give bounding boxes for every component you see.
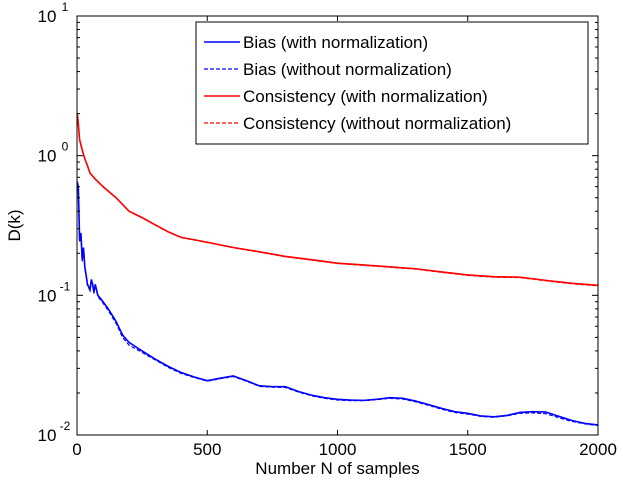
legend: Bias (with normalization) Bias (without n…	[195, 21, 589, 145]
legend-label-3: Consistency (without normalization)	[243, 114, 511, 133]
plot-area	[77, 113, 598, 427]
y-tick-exponent: 0	[62, 140, 69, 154]
series-line-1	[77, 183, 598, 427]
x-tick-label: 0	[72, 440, 81, 459]
x-tick-label: 500	[193, 440, 221, 459]
x-tick-label: 2000	[579, 440, 617, 459]
x-axis-label: Number N of samples	[255, 459, 419, 478]
series-layer	[77, 113, 598, 427]
y-tick-label: 10 0	[38, 140, 69, 166]
label-layer: Number N of samples D(k)	[5, 209, 420, 478]
y-tick-base: 10	[38, 147, 57, 166]
y-tick-exponent: -1	[60, 279, 71, 293]
y-tick-label: 10 -1	[38, 279, 71, 305]
x-tick-label: 1500	[449, 440, 487, 459]
y-tick-label: 10 -2	[38, 419, 71, 445]
series-line-3	[77, 114, 598, 287]
legend-label-0: Bias (with normalization)	[243, 33, 428, 52]
legend-label-1: Bias (without normalization)	[243, 60, 452, 79]
y-tick-exponent: -2	[60, 419, 71, 433]
y-tick-base: 10	[38, 286, 57, 305]
y-tick-base: 10	[38, 7, 57, 26]
legend-box	[195, 21, 589, 145]
y-tick-base: 10	[38, 426, 57, 445]
y-tick-exponent: 1	[62, 0, 69, 14]
legend-label-2: Consistency (with normalization)	[243, 87, 488, 106]
y-tick-label: 10 1	[38, 0, 69, 26]
y-axis-label: D(k)	[5, 209, 24, 241]
x-tick-label: 1000	[319, 440, 357, 459]
